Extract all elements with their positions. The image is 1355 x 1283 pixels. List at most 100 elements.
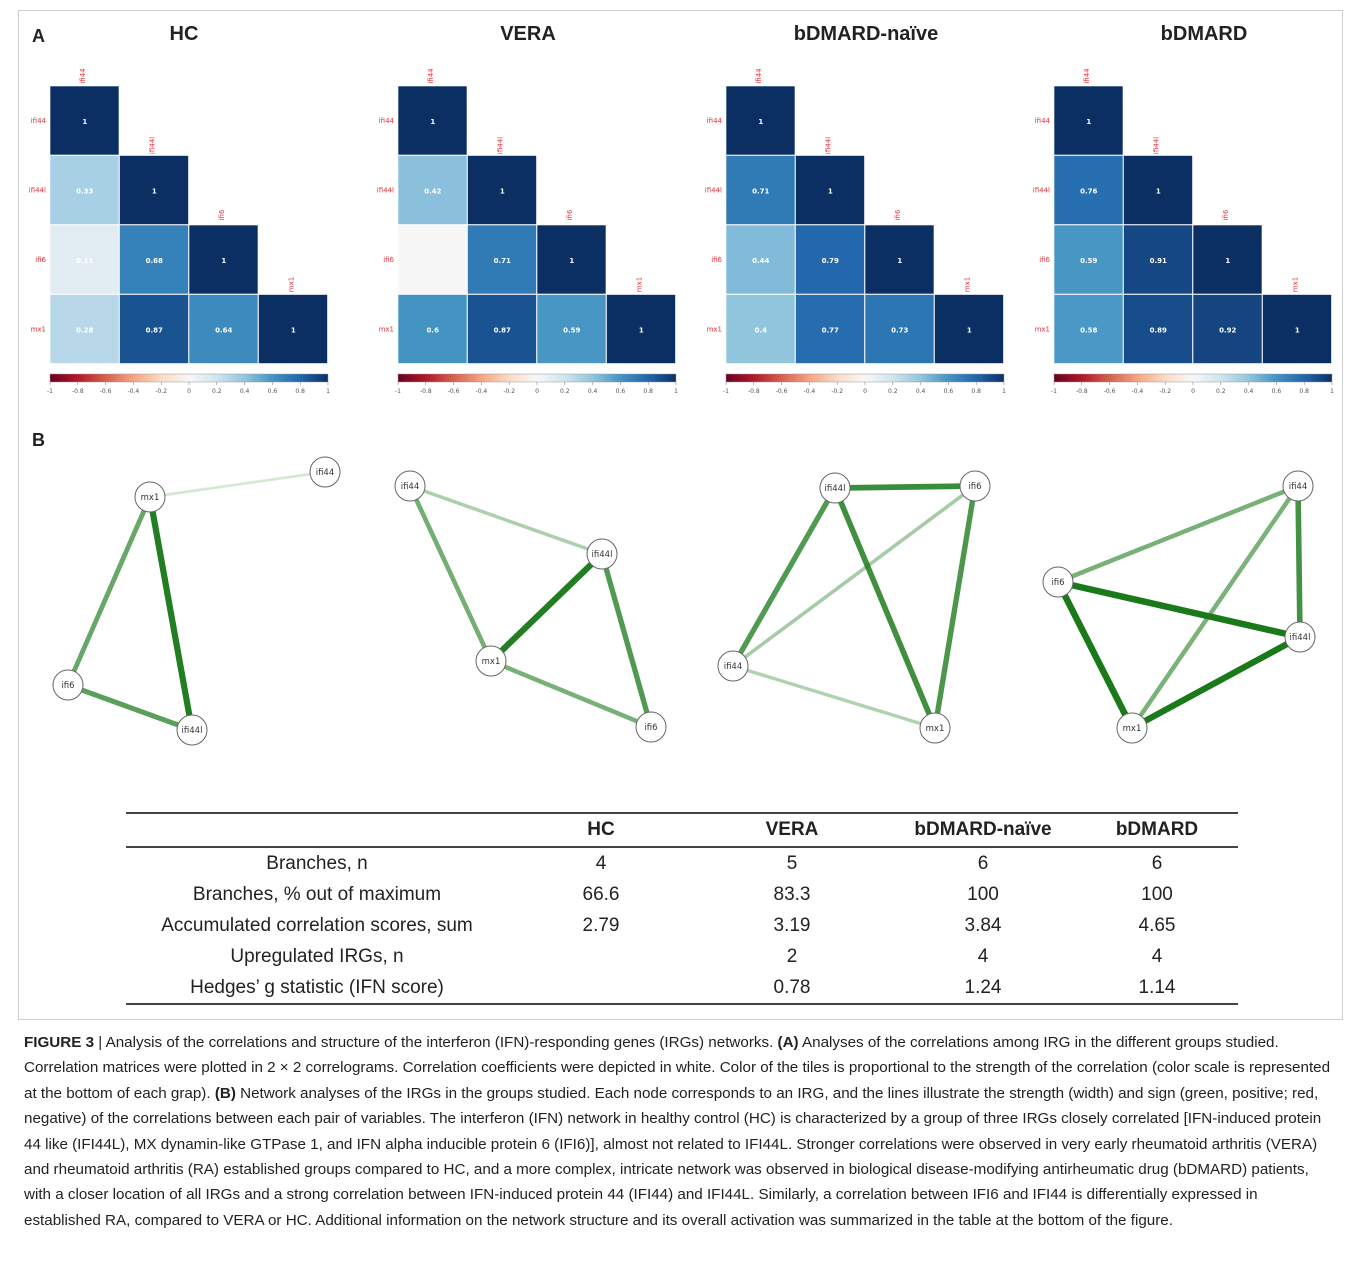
corr-tile	[397, 85, 468, 156]
color-scale-tick-label: 0.4	[916, 388, 926, 395]
network-node	[959, 470, 991, 502]
color-scale-tick-label: -0.6	[100, 388, 112, 395]
corr-top-gene-label: ifi6	[218, 209, 226, 220]
network-bdmard-naive: ifi44l ifi6 ifi44 mx1	[717, 470, 991, 744]
color-scale-tick-label: -1	[395, 388, 401, 395]
table-cell	[508, 941, 694, 972]
color-scale-tick-label: -1	[1051, 388, 1057, 395]
corr-value-label: 1	[897, 257, 902, 265]
network-node	[475, 645, 507, 677]
corr-tile	[397, 294, 468, 364]
color-scale-tick-label: 0.8	[971, 388, 981, 395]
color-scale-tick-label: 0.2	[888, 388, 898, 395]
correlogram-bdmard: 1 ifi44 ifi44 0.76 1 ifi44l ifi44l 0.59 0.91 1 ifi…	[1033, 68, 1334, 395]
corr-tile	[934, 294, 1004, 364]
color-scale-tick-label: 0.2	[1216, 388, 1226, 395]
network-node-label: ifi6	[968, 482, 981, 492]
corr-tile	[1123, 224, 1193, 295]
color-scale-tick-label: -1	[47, 388, 53, 395]
network-node	[586, 538, 618, 570]
network-node	[1282, 470, 1314, 502]
color-scale-tick-label: 0	[863, 388, 867, 395]
color-scale-tick-label: -1	[723, 388, 729, 395]
network-edge	[1295, 483, 1303, 640]
network-node	[134, 481, 166, 513]
corr-top-gene-label: mx1	[635, 277, 643, 292]
color-scale-tick-label: 0.8	[295, 388, 305, 395]
color-scale-tick-label: -0.6	[776, 388, 788, 395]
corr-tile	[49, 294, 120, 364]
corr-value-label: 0.91	[1150, 257, 1167, 265]
color-scale-tick-label: -0.8	[748, 388, 760, 395]
network-node	[717, 650, 749, 682]
network-node-label: ifi44	[724, 662, 743, 672]
network-node	[176, 714, 208, 746]
corr-row-gene-label: mx1	[379, 325, 394, 333]
caption-b-text: Network analyses of the IRGs in the grou…	[24, 1084, 1322, 1229]
network-edge	[408, 484, 604, 556]
network-node-label: ifi44l	[825, 484, 846, 494]
network-edge	[1055, 483, 1301, 585]
color-scale-tick-label: 1	[1330, 388, 1334, 395]
network-node-label: ifi44l	[182, 726, 203, 736]
table-header-vera: VERA	[765, 819, 819, 840]
corr-value-label: 0.6	[427, 326, 440, 334]
corr-row-gene-label: ifi6	[383, 256, 394, 264]
color-scale-tick-label: -0.2	[155, 388, 167, 395]
table-row: Upregulated IRGs, n 2 4 4	[126, 941, 1238, 972]
network-node	[919, 712, 951, 744]
corr-top-gene-label: ifi44	[755, 68, 763, 84]
color-scale-bar	[49, 373, 329, 383]
corr-tile	[864, 224, 935, 295]
corr-value-label: 1	[1156, 187, 1161, 195]
table-cell: 1.24	[964, 976, 1002, 998]
network-edge	[1128, 633, 1304, 732]
correlogram-bdmard-naive: 1 ifi44 ifi44 0.71 1 ifi44l ifi44l 0.44 0.79 1 ifi…	[705, 68, 1006, 395]
corr-value-label: 0.4	[755, 326, 768, 334]
corr-value-label: 0.42	[424, 187, 441, 195]
caption-a-label: (A)	[777, 1034, 799, 1051]
corr-value-label: 0.64	[215, 326, 232, 334]
network-edge	[1129, 483, 1301, 731]
color-scale-tick-label: 0.4	[1244, 388, 1254, 395]
table-cell: 3.19	[773, 914, 811, 936]
corr-row-gene-label: mx1	[31, 325, 46, 333]
corr-value-label: 1	[1295, 326, 1300, 334]
color-scale-tick-label: 0.4	[240, 388, 250, 395]
corr-tile	[49, 155, 120, 225]
color-scale-tick-label: -0.4	[1132, 388, 1144, 395]
corr-tile	[795, 224, 865, 295]
network-hc: mx1 ifi44 ifi6 ifi44l	[52, 456, 341, 746]
corr-tile	[1053, 85, 1124, 156]
table-cell: 6	[1151, 852, 1163, 874]
corr-top-gene-label: ifi44l	[148, 137, 156, 154]
caption-a-text: Analyses of the correlations among IRG i…	[24, 1034, 1331, 1102]
corr-tile	[1053, 155, 1124, 225]
corr-value-label: 0.87	[494, 326, 511, 334]
group-title-vera: VERA	[500, 23, 556, 45]
network-node-label: ifi44	[316, 468, 335, 478]
color-scale-tick-label: -0.6	[448, 388, 460, 395]
corr-top-gene-label: ifi44	[1083, 68, 1091, 84]
network-node	[394, 470, 426, 502]
corr-value-label: 1	[221, 257, 226, 265]
corr-row-gene-label: mx1	[707, 325, 722, 333]
corr-tile	[119, 294, 189, 364]
color-scale-tick-label: -0.2	[503, 388, 515, 395]
table-header-blank	[126, 813, 508, 847]
color-scale-tick-label: 0	[187, 388, 191, 395]
corr-value-label: 0.77	[822, 326, 839, 334]
corr-top-gene-label: ifi44	[79, 68, 87, 84]
corr-top-gene-label: ifi6	[566, 209, 574, 220]
network-edge	[407, 483, 494, 664]
table-row: Hedges’ g statistic (IFN score) 0.78 1.2…	[126, 972, 1238, 1004]
table-row: Branches, % out of maximum 66.6 83.3 100…	[126, 879, 1238, 910]
corr-row-gene-label: ifi6	[1039, 256, 1050, 264]
network-node-label: mx1	[1123, 724, 1142, 734]
corr-value-label: 0.44	[752, 257, 769, 265]
table-cell: Accumulated correlation scores, sum	[161, 914, 473, 936]
table-cell: 3.84	[964, 914, 1002, 936]
corr-tile	[49, 85, 120, 156]
corr-row-gene-label: ifi44	[1035, 117, 1051, 125]
corr-top-gene-label: ifi44l	[1152, 137, 1160, 154]
